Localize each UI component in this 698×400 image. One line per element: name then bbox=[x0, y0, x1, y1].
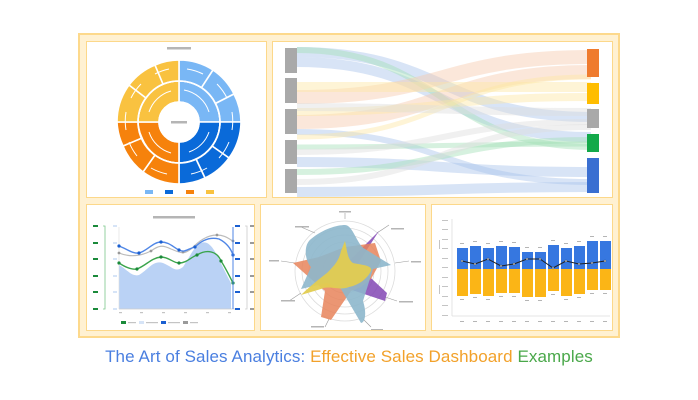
caption-part-2: Effective Sales Dashboard bbox=[310, 347, 518, 366]
line-area-chart bbox=[93, 216, 254, 324]
sunburst-legend bbox=[145, 190, 214, 194]
sankey-source-nodes bbox=[285, 48, 297, 193]
center-label-placeholder bbox=[171, 121, 187, 124]
sankey-chart-panel bbox=[272, 41, 613, 198]
caption-part-3: Examples bbox=[517, 347, 593, 366]
sunburst-chart-panel bbox=[86, 41, 267, 198]
page-caption: The Art of Sales Analytics: Effective Sa… bbox=[0, 347, 698, 367]
line-area-chart-panel bbox=[86, 204, 255, 331]
line-chart-legend bbox=[121, 321, 198, 324]
sunburst-chart bbox=[116, 47, 242, 194]
stacked-bar-chart bbox=[439, 219, 611, 322]
radar-chart bbox=[269, 211, 421, 330]
sankey-chart bbox=[285, 47, 599, 197]
chart-title-placeholder bbox=[167, 47, 191, 50]
radar-chart-panel bbox=[260, 204, 426, 331]
sankey-target-nodes bbox=[587, 49, 599, 193]
caption-part-1: The Art of Sales Analytics: bbox=[105, 347, 311, 366]
stacked-bar-chart-panel bbox=[431, 204, 613, 331]
